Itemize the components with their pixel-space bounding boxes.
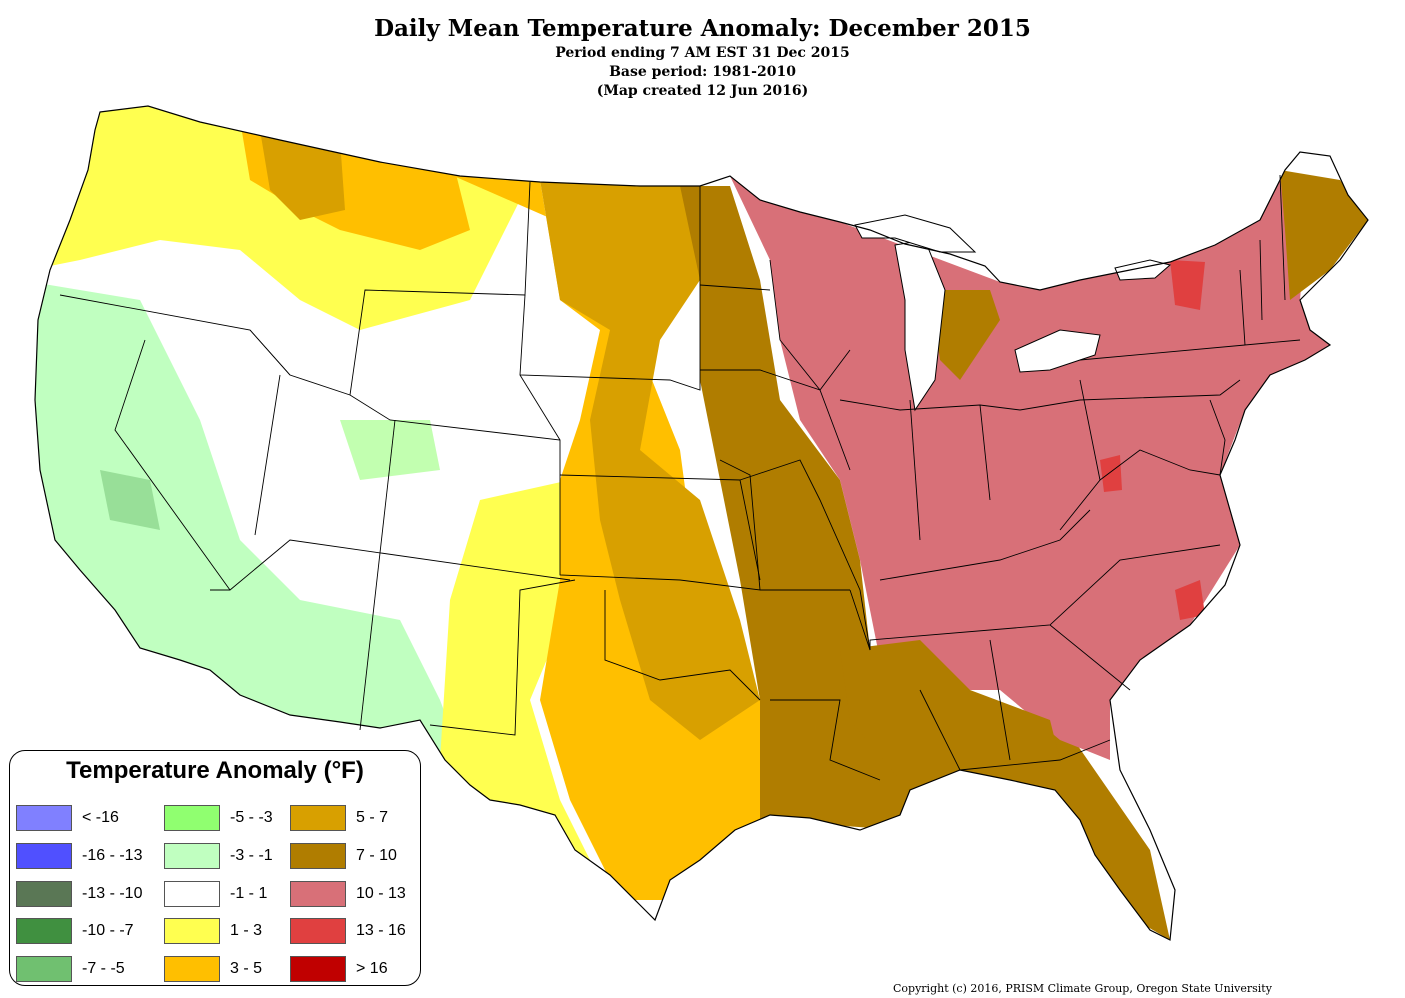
legend-label: > 16 [356, 960, 388, 977]
legend-swatch [16, 881, 72, 907]
subtitle-base-period: Base period: 1981-2010 [609, 64, 796, 80]
legend-item: -13 - -10 [16, 880, 142, 908]
legend: Temperature Anomaly (°F) < -16 -16 - -13… [9, 750, 421, 986]
subtitle-period: Period ending 7 AM EST 31 Dec 2015 [555, 45, 850, 61]
legend-swatch [164, 956, 220, 982]
legend-label: -7 - -5 [82, 960, 125, 977]
legend-label: -1 - 1 [230, 885, 268, 902]
legend-swatch [16, 956, 72, 982]
legend-item: 7 - 10 [290, 842, 397, 870]
legend-swatch [164, 918, 220, 944]
legend-label: -3 - -1 [230, 847, 273, 864]
legend-label: 5 - 7 [356, 809, 389, 826]
legend-label: 3 - 5 [230, 960, 263, 977]
legend-item: -7 - -5 [16, 955, 125, 983]
maine-region [1280, 170, 1368, 300]
legend-label: -5 - -3 [230, 809, 273, 826]
legend-label: 1 - 3 [230, 922, 263, 939]
legend-label: -10 - -7 [82, 922, 134, 939]
lake-superior [854, 214, 977, 253]
legend-item: -5 - -3 [164, 804, 273, 832]
legend-label: 13 - 16 [356, 922, 406, 939]
legend-swatch [290, 805, 346, 831]
legend-swatch [290, 843, 346, 869]
legend-item: < -16 [16, 804, 119, 832]
state-boundaries [59, 174, 1301, 781]
copyright-notice: Copyright (c) 2016, PRISM Climate Group,… [893, 982, 1272, 995]
legend-swatch [290, 918, 346, 944]
west-virginia-hot-spot [1100, 455, 1122, 492]
legend-swatch [16, 843, 72, 869]
legend-item: -1 - 1 [164, 880, 267, 908]
legend-item: -10 - -7 [16, 917, 134, 945]
legend-swatch [164, 805, 220, 831]
legend-item: 3 - 5 [164, 955, 262, 983]
michigan-region [930, 290, 1000, 380]
legend-item: > 16 [290, 955, 388, 983]
legend-item: -16 - -13 [16, 842, 142, 870]
legend-label: -13 - -10 [82, 885, 143, 902]
montana-peak-region [260, 130, 345, 220]
legend-item: 1 - 3 [164, 917, 262, 945]
legend-swatch [290, 881, 346, 907]
legend-title: Temperature Anomaly (°F) [66, 757, 364, 784]
legend-label: 7 - 10 [356, 847, 397, 864]
lake-erie [1014, 329, 1101, 373]
carolina-hot-spot [1175, 580, 1205, 620]
gulf-coast-region [840, 640, 1060, 780]
legend-item: 5 - 7 [290, 804, 388, 832]
legend-item: -3 - -1 [164, 842, 273, 870]
title-block: Daily Mean Temperature Anomaly: December… [0, 14, 1405, 101]
legend-label: -16 - -13 [82, 847, 143, 864]
legend-item: 13 - 16 [290, 917, 406, 945]
legend-swatch [164, 843, 220, 869]
legend-swatch [290, 956, 346, 982]
legend-swatch [16, 805, 72, 831]
colorado-cool-region [340, 420, 440, 480]
legend-label: 10 - 13 [356, 885, 406, 902]
plains-strong-region [540, 180, 760, 740]
subtitle-created: (Map created 12 Jun 2016) [596, 83, 809, 99]
map-title: Daily Mean Temperature Anomaly: December… [374, 15, 1031, 42]
legend-label: < -16 [82, 809, 119, 826]
legend-swatch [164, 881, 220, 907]
legend-item: 10 - 13 [290, 880, 406, 908]
legend-swatch [16, 918, 72, 944]
sierra-cool-region [100, 470, 160, 530]
new-york-hot-spot [1170, 260, 1205, 310]
